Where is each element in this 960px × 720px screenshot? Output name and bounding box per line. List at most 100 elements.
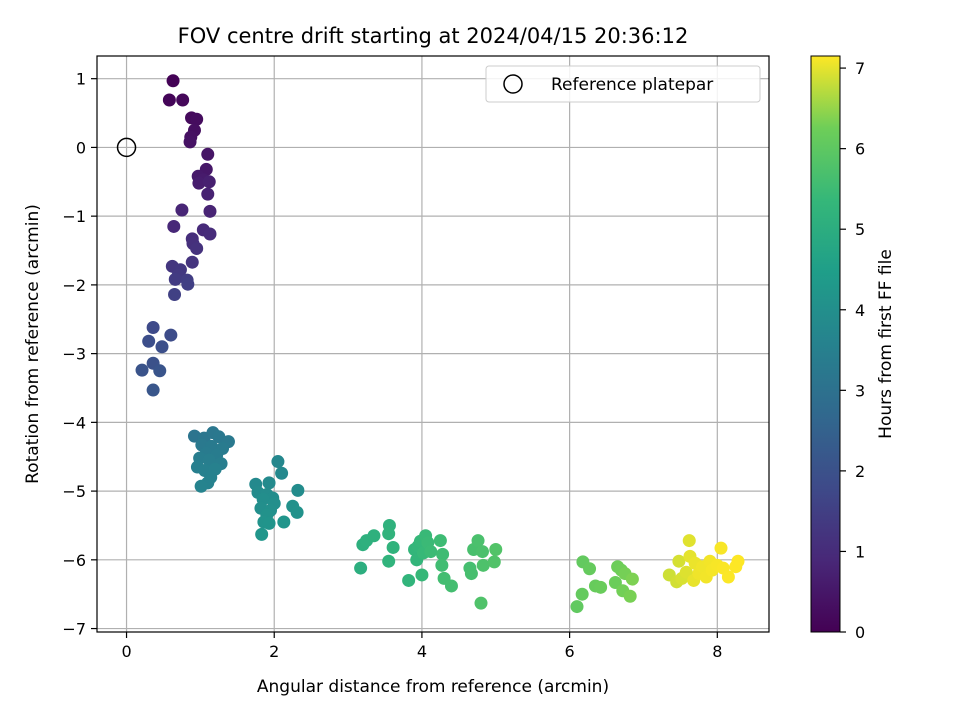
colorbar-tick-label: 6 — [855, 140, 865, 159]
data-point — [164, 328, 178, 342]
y-tick-label: −4 — [62, 413, 86, 432]
colorbar-ticks: 0 1 2 3 4 5 6 7 — [840, 59, 865, 642]
colorbar-tick-label: 4 — [855, 301, 865, 320]
colorbar: 0 1 2 3 4 5 6 7 Hours from first FF file — [810, 55, 896, 642]
data-point — [424, 545, 438, 559]
data-point — [168, 272, 182, 286]
colorbar-tick-label: 0 — [855, 623, 865, 642]
data-point — [489, 543, 503, 557]
data-point — [271, 455, 285, 469]
data-point — [155, 340, 169, 354]
data-point — [570, 600, 584, 614]
data-point — [386, 540, 400, 554]
data-point — [471, 534, 485, 548]
data-point — [721, 570, 735, 584]
data-point — [474, 596, 488, 610]
data-point — [212, 430, 226, 444]
data-point — [192, 176, 206, 190]
data-point — [275, 466, 289, 480]
grid-lines — [97, 56, 769, 632]
data-point — [190, 241, 204, 255]
data-point — [203, 204, 217, 218]
y-axis: 1 0 −1 −2 −3 −4 −5 −6 −7 — [62, 70, 97, 639]
colorbar-tick-label: 7 — [855, 59, 865, 78]
data-point — [464, 567, 478, 581]
data-point — [402, 573, 416, 587]
data-point — [731, 554, 745, 568]
data-point — [181, 277, 195, 291]
data-point — [262, 476, 276, 490]
data-point — [714, 541, 728, 555]
x-axis: 0 2 4 6 8 — [121, 632, 722, 661]
data-point — [594, 580, 608, 594]
y-axis-title: Rotation from reference (arcmin) — [23, 204, 43, 484]
legend-box — [485, 65, 761, 103]
data-point — [255, 527, 269, 541]
data-point — [277, 515, 291, 529]
colorbar-tick-label: 3 — [855, 381, 865, 400]
data-point — [175, 203, 189, 217]
colorbar-tick-label: 1 — [855, 542, 865, 561]
legend-entry-label: Reference platepar — [551, 75, 713, 95]
data-point — [382, 527, 396, 541]
x-tick-label: 8 — [712, 642, 722, 661]
y-tick-label: −3 — [62, 345, 86, 364]
x-tick-label: 2 — [269, 642, 279, 661]
y-tick-label: −1 — [62, 207, 86, 226]
data-point — [354, 561, 368, 575]
data-point — [201, 187, 215, 201]
data-point — [146, 321, 160, 335]
x-tick-label: 0 — [121, 642, 131, 661]
data-point — [623, 589, 637, 603]
x-tick-label: 6 — [565, 642, 575, 661]
colorbar-tick-label: 2 — [855, 462, 865, 481]
data-point — [291, 483, 305, 497]
colorbar-tick-label: 5 — [855, 220, 865, 239]
data-point — [583, 562, 597, 576]
data-point — [367, 529, 381, 543]
data-point — [202, 175, 216, 189]
data-point — [168, 288, 182, 302]
colorbar-title: Hours from first FF file — [876, 249, 896, 439]
data-point — [436, 547, 450, 561]
y-tick-label: −2 — [62, 276, 86, 295]
data-point — [176, 93, 190, 107]
reference-point-marker — [116, 137, 137, 158]
data-point — [475, 545, 489, 559]
data-point — [201, 147, 215, 161]
data-point — [194, 479, 208, 493]
data-point — [153, 364, 167, 378]
chart-title: FOV centre drift starting at 2024/04/15 … — [178, 24, 689, 48]
data-point — [625, 572, 639, 586]
data-point — [146, 383, 160, 397]
data-point — [135, 363, 149, 377]
x-axis-title: Angular distance from reference (arcmin) — [257, 677, 609, 697]
data-points — [135, 74, 745, 614]
data-point — [190, 112, 204, 126]
data-point — [435, 558, 449, 572]
data-point — [487, 555, 501, 569]
data-point — [415, 568, 429, 582]
data-point — [183, 135, 197, 149]
x-tick-label: 4 — [417, 642, 427, 661]
y-tick-label: 1 — [76, 70, 86, 89]
colorbar-gradient — [810, 55, 841, 633]
data-point — [433, 534, 447, 548]
data-point — [682, 534, 696, 548]
data-point — [167, 219, 181, 233]
y-tick-label: −5 — [62, 482, 86, 501]
data-point — [203, 227, 217, 241]
data-point — [444, 579, 458, 593]
y-tick-label: −6 — [62, 551, 86, 570]
data-point — [262, 516, 276, 530]
data-point — [476, 558, 490, 572]
data-point — [575, 587, 589, 601]
y-tick-label: −7 — [62, 620, 86, 639]
legend-reference-icon — [503, 74, 523, 94]
data-point — [382, 554, 396, 568]
plot-frame — [96, 55, 770, 633]
data-point — [290, 505, 304, 519]
data-point — [185, 255, 199, 269]
data-point — [162, 93, 176, 107]
